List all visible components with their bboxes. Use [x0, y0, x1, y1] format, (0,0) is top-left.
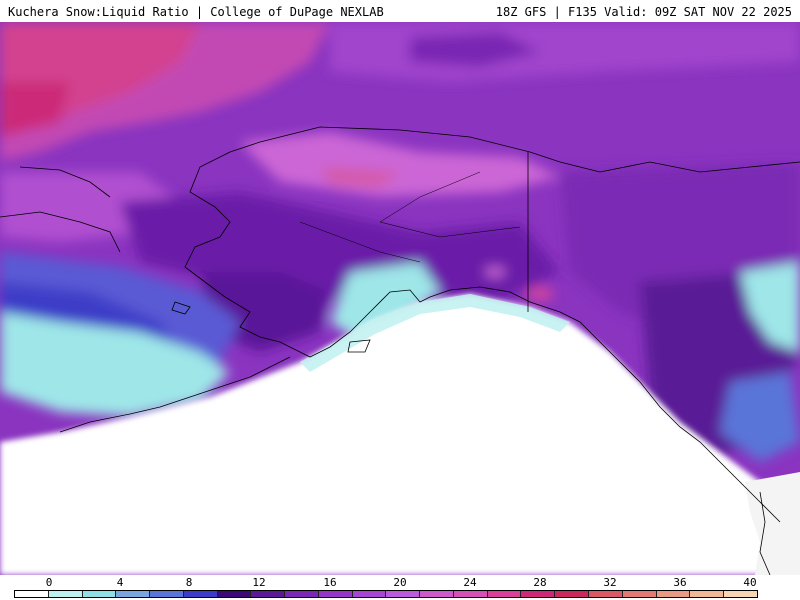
hot-spot-1	[526, 287, 554, 301]
colorbar-tick: 16	[323, 576, 337, 589]
colorbar-segment	[82, 591, 117, 597]
colorbar-segment	[589, 591, 623, 597]
colorbar-segment	[183, 591, 218, 597]
colorbar-segment	[318, 591, 353, 597]
coastlines	[0, 126, 800, 575]
bc-blue	[720, 372, 800, 462]
hot-spot-2	[485, 267, 505, 277]
colorbar-tick: 24	[463, 576, 477, 589]
colorbar-strip	[14, 590, 758, 598]
colorbar-segment	[622, 591, 657, 597]
ocean-zero	[0, 294, 800, 575]
colorbar-segment	[420, 591, 454, 597]
colorbar-segment	[251, 591, 286, 597]
colorbar-tick: 32	[603, 576, 617, 589]
colorbar-tick: 40	[743, 576, 757, 589]
colorbar-tick: 20	[393, 576, 407, 589]
north-slope-hot	[320, 167, 400, 187]
colorbar-segment	[352, 591, 387, 597]
colorbar-segment	[555, 591, 590, 597]
colorbar-tick: 4	[116, 576, 124, 589]
southwest-cyan	[0, 312, 230, 417]
colorbar-segment	[150, 591, 184, 597]
colorbar-segment	[217, 591, 252, 597]
colorbar-segment	[487, 591, 522, 597]
colorbar-segment	[116, 591, 151, 597]
coastal-fringe	[300, 294, 570, 372]
colorbar-tick: 12	[252, 576, 266, 589]
colorbar-segment	[521, 591, 556, 597]
colorbar-tick: 8	[185, 576, 193, 589]
product-title: Kuchera Snow:Liquid Ratio | College of D…	[8, 5, 384, 19]
snow-ratio-field	[0, 22, 800, 575]
canada-cyan	[740, 262, 800, 352]
gulf-cyan	[330, 262, 440, 342]
forecast-map[interactable]	[0, 22, 800, 575]
deep-magenta-region	[0, 82, 70, 137]
upper-dark-spot	[410, 32, 540, 67]
colorbar-segment	[724, 591, 757, 597]
colorbar-segment	[386, 591, 421, 597]
colorbar-tick: 0	[45, 576, 53, 589]
colorbar-segment	[15, 591, 49, 597]
north-slope-pink	[240, 132, 560, 197]
map-header: Kuchera Snow:Liquid Ratio | College of D…	[0, 0, 800, 22]
colorbar-tick: 36	[673, 576, 687, 589]
pnw-land	[745, 472, 800, 575]
colorbar-segment	[656, 591, 691, 597]
colorbar-tick: 28	[533, 576, 547, 589]
colorbar-segment	[690, 591, 725, 597]
colorbar-segment	[48, 591, 83, 597]
colorbar-segment	[285, 591, 319, 597]
run-info: 18Z GFS | F135 Valid: 09Z SAT NOV 22 202…	[495, 5, 792, 19]
colorbar-segment	[453, 591, 488, 597]
